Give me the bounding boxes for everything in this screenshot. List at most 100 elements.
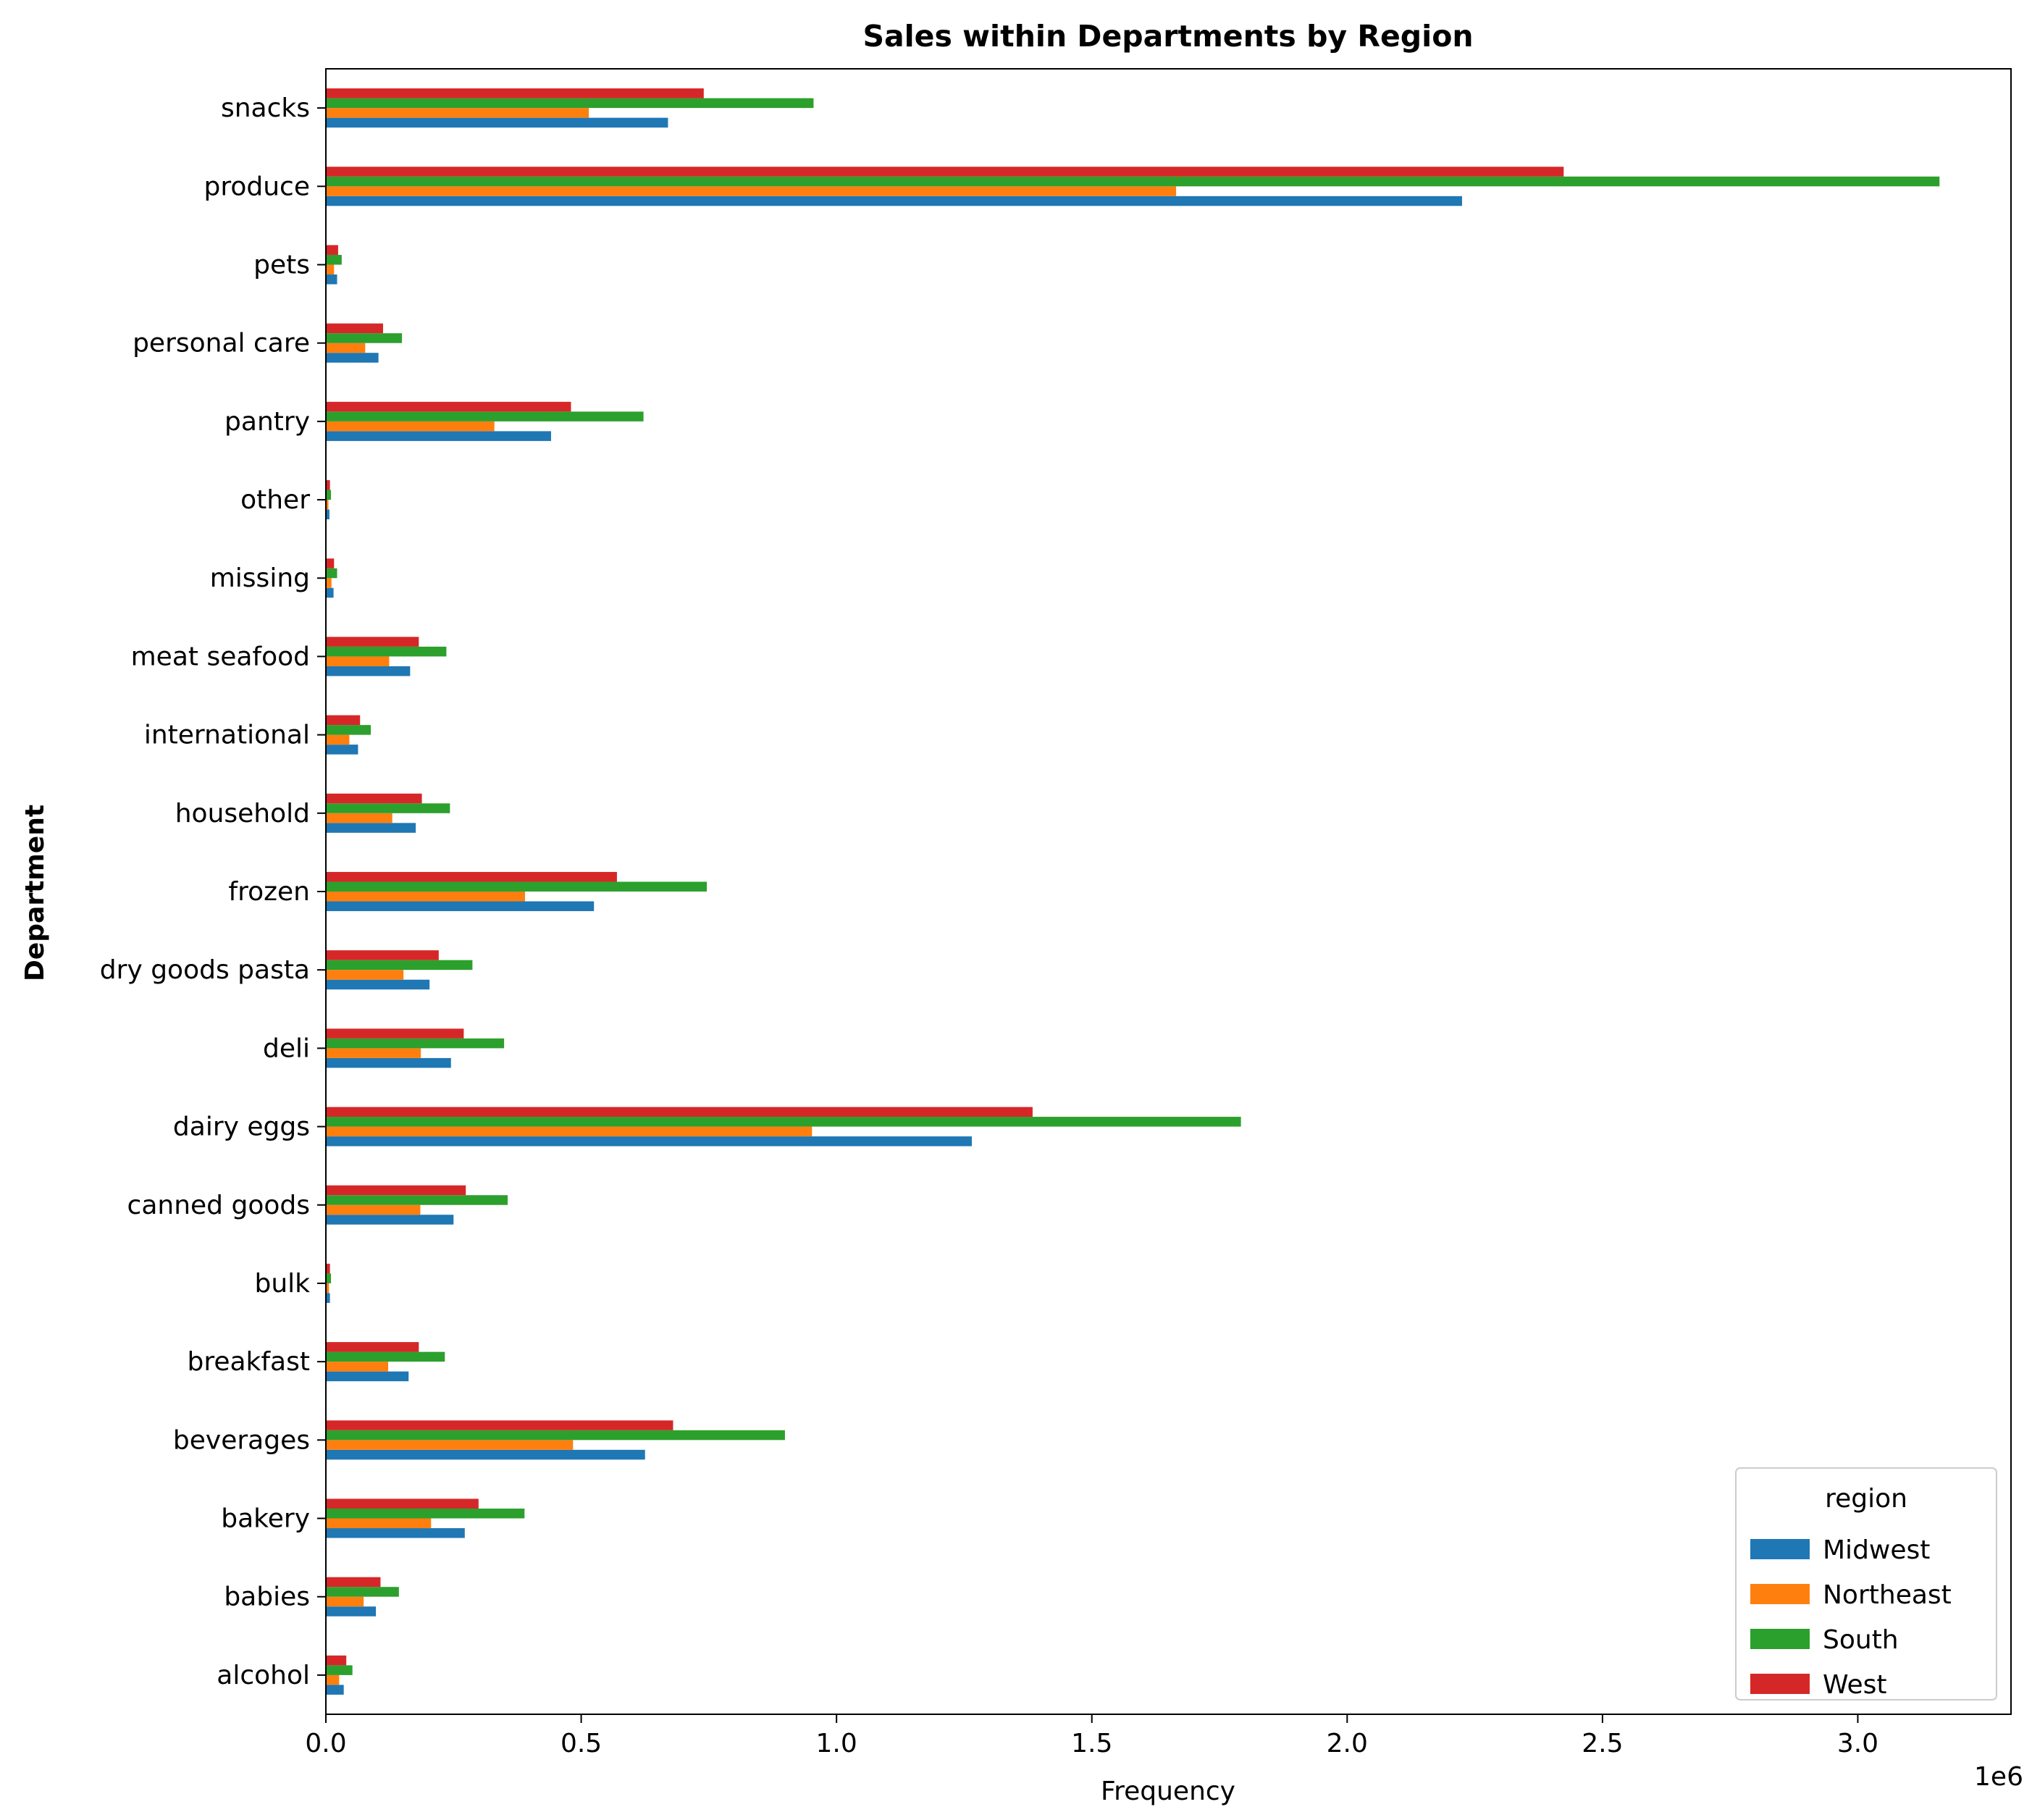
y-tick-label: dry goods pasta	[100, 955, 310, 985]
bar-south-missing	[326, 568, 337, 579]
x-tick-label: 1.5	[1071, 1729, 1112, 1758]
bar-northeast-other	[326, 500, 329, 510]
bar-south-bulk	[326, 1273, 332, 1283]
bar-midwest-pets	[326, 274, 337, 285]
legend-swatch-northeast	[1750, 1584, 1810, 1604]
bar-west-produce	[326, 167, 1564, 177]
bar-northeast-household	[326, 813, 392, 823]
y-tick-label: produce	[204, 172, 311, 201]
bar-midwest-meat-seafood	[326, 666, 411, 676]
bar-west-bakery	[326, 1498, 479, 1509]
bar-northeast-pets	[326, 264, 335, 274]
bar-south-alcohol	[326, 1665, 353, 1675]
bar-south-personal-care	[326, 333, 403, 343]
bar-midwest-bakery	[326, 1528, 465, 1538]
bar-south-meat-seafood	[326, 646, 447, 657]
bar-west-household	[326, 793, 422, 804]
y-tick-label: deli	[263, 1033, 310, 1063]
bar-northeast-pantry	[326, 421, 495, 432]
y-tick-label: beverages	[173, 1425, 310, 1455]
bar-northeast-deli	[326, 1048, 421, 1058]
bar-midwest-pantry	[326, 431, 551, 441]
y-tick-label: bulk	[254, 1269, 310, 1299]
bar-south-beverages	[326, 1430, 785, 1441]
plot-area: alcohol babies bakery beverages breakfast bul…	[100, 68, 2012, 1758]
bar-west-personal-care	[326, 323, 383, 334]
x-tick-label: 0.5	[561, 1729, 602, 1758]
bar-west-alcohol	[326, 1655, 347, 1666]
bar-south-deli	[326, 1038, 505, 1049]
bar-south-breakfast	[326, 1351, 445, 1362]
bar-south-international	[326, 725, 371, 735]
bar-midwest-bulk	[326, 1293, 330, 1303]
legend-swatch-south	[1750, 1629, 1810, 1649]
bar-northeast-dry-goods-pasta	[326, 970, 404, 980]
bar-midwest-deli	[326, 1057, 451, 1068]
legend-label-south: South	[1823, 1625, 1899, 1655]
y-tick-label: canned goods	[127, 1191, 310, 1220]
legend-swatch-midwest	[1750, 1539, 1810, 1559]
bar-west-dry-goods-pasta	[326, 950, 439, 960]
y-tick-label: other	[240, 485, 310, 515]
bar-northeast-dairy-eggs	[326, 1126, 813, 1137]
y-tick-label: snacks	[221, 93, 310, 123]
y-tick-label: pantry	[224, 407, 310, 437]
bar-south-pets	[326, 254, 342, 265]
bar-midwest-babies	[326, 1606, 377, 1616]
bar-northeast-missing	[326, 578, 332, 588]
bar-west-international	[326, 715, 361, 726]
y-tick-label: dairy eggs	[173, 1112, 310, 1142]
bar-midwest-frozen	[326, 901, 595, 912]
bar-south-frozen	[326, 881, 708, 892]
y-tick-label: missing	[210, 563, 310, 593]
bar-south-canned-goods	[326, 1195, 508, 1205]
bar-northeast-bulk	[326, 1283, 329, 1293]
bar-south-snacks	[326, 98, 814, 109]
bar-west-babies	[326, 1577, 381, 1588]
bar-south-dairy-eggs	[326, 1117, 1241, 1127]
bar-northeast-alcohol	[326, 1674, 340, 1685]
y-tick-label: alcohol	[217, 1661, 310, 1690]
bar-northeast-canned-goods	[326, 1204, 421, 1215]
x-tick-label: 3.0	[1837, 1729, 1878, 1758]
bar-west-pets	[326, 245, 338, 255]
y-tick-label: international	[144, 721, 310, 750]
x-tick-label: 2.0	[1327, 1729, 1368, 1758]
bar-midwest-produce	[326, 196, 1462, 206]
y-tick-label: bakery	[221, 1504, 310, 1534]
y-tick-label: babies	[224, 1582, 310, 1612]
bar-west-breakfast	[326, 1342, 419, 1352]
y-tick-label: personal care	[133, 329, 310, 358]
legend-title: region	[1825, 1484, 1907, 1514]
bar-west-deli	[326, 1028, 464, 1039]
bar-midwest-snacks	[326, 117, 668, 128]
bar-northeast-frozen	[326, 892, 526, 902]
bar-south-dry-goods-pasta	[326, 960, 473, 970]
bar-south-produce	[326, 176, 1940, 187]
bar-midwest-missing	[326, 587, 334, 598]
bar-midwest-beverages	[326, 1449, 645, 1460]
x-tick-label: 0.0	[305, 1729, 346, 1758]
bar-west-bulk	[326, 1263, 330, 1274]
bar-northeast-bakery	[326, 1518, 432, 1529]
bar-west-beverages	[326, 1420, 673, 1430]
bar-west-meat-seafood	[326, 637, 419, 647]
bar-northeast-produce	[326, 186, 1177, 196]
bar-northeast-personal-care	[326, 343, 366, 353]
legend: region Midwest Northeast South West	[1735, 1467, 1997, 1701]
y-axis-title: Department	[20, 805, 50, 981]
bar-south-pantry	[326, 411, 644, 422]
bar-south-babies	[326, 1587, 399, 1597]
y-tick-label: meat seafood	[131, 642, 310, 671]
bar-west-dairy-eggs	[326, 1107, 1033, 1117]
x-tick-label: 1.0	[816, 1729, 857, 1758]
chart-title: Sales within Departments by Region	[862, 19, 1473, 54]
bar-midwest-breakfast	[326, 1371, 409, 1382]
bar-midwest-other	[326, 509, 329, 520]
y-tick-label: household	[175, 799, 310, 829]
bar-midwest-household	[326, 823, 416, 833]
bar-northeast-breakfast	[326, 1362, 389, 1372]
bar-midwest-dairy-eggs	[326, 1136, 973, 1146]
bar-west-pantry	[326, 401, 571, 412]
